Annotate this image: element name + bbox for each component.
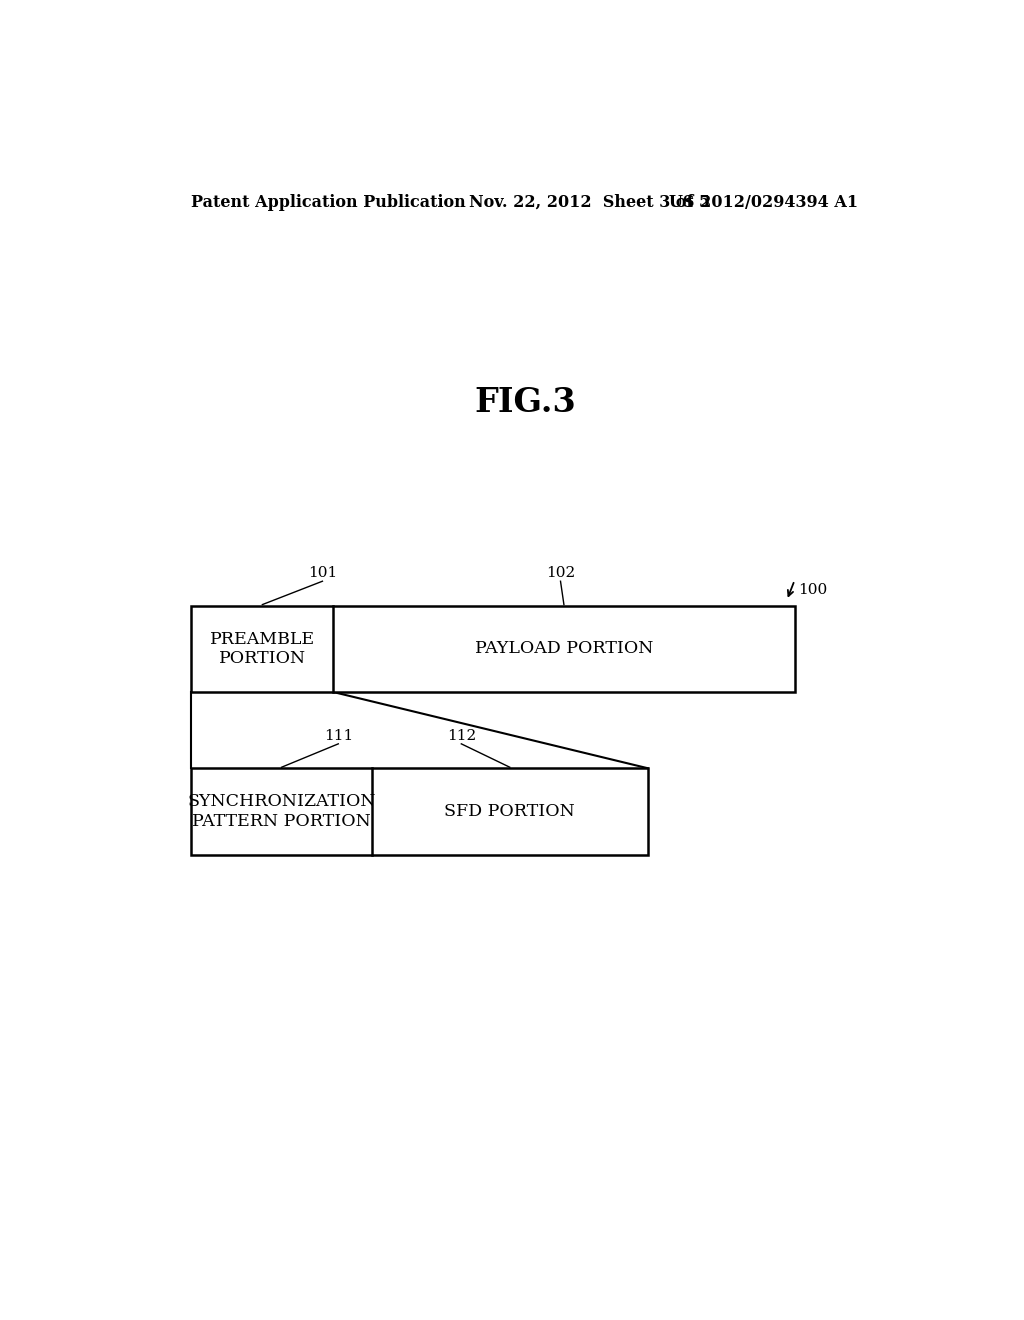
Text: SYNCHRONIZATION
PATTERN PORTION: SYNCHRONIZATION PATTERN PORTION	[187, 793, 376, 830]
Text: Patent Application Publication: Patent Application Publication	[191, 194, 466, 211]
Text: 100: 100	[799, 583, 827, 598]
Text: US 2012/0294394 A1: US 2012/0294394 A1	[669, 194, 858, 211]
Text: 112: 112	[446, 729, 476, 743]
Text: SFD PORTION: SFD PORTION	[444, 803, 575, 820]
Text: FIG.3: FIG.3	[474, 385, 575, 418]
Bar	[191, 606, 795, 692]
Text: 102: 102	[546, 566, 575, 581]
Text: PREAMBLE
PORTION: PREAMBLE PORTION	[210, 631, 315, 667]
Text: 111: 111	[324, 729, 353, 743]
Text: 101: 101	[308, 566, 337, 581]
Text: PAYLOAD PORTION: PAYLOAD PORTION	[475, 640, 653, 657]
Text: Nov. 22, 2012  Sheet 3 of 5: Nov. 22, 2012 Sheet 3 of 5	[469, 194, 711, 211]
Bar	[191, 768, 648, 854]
